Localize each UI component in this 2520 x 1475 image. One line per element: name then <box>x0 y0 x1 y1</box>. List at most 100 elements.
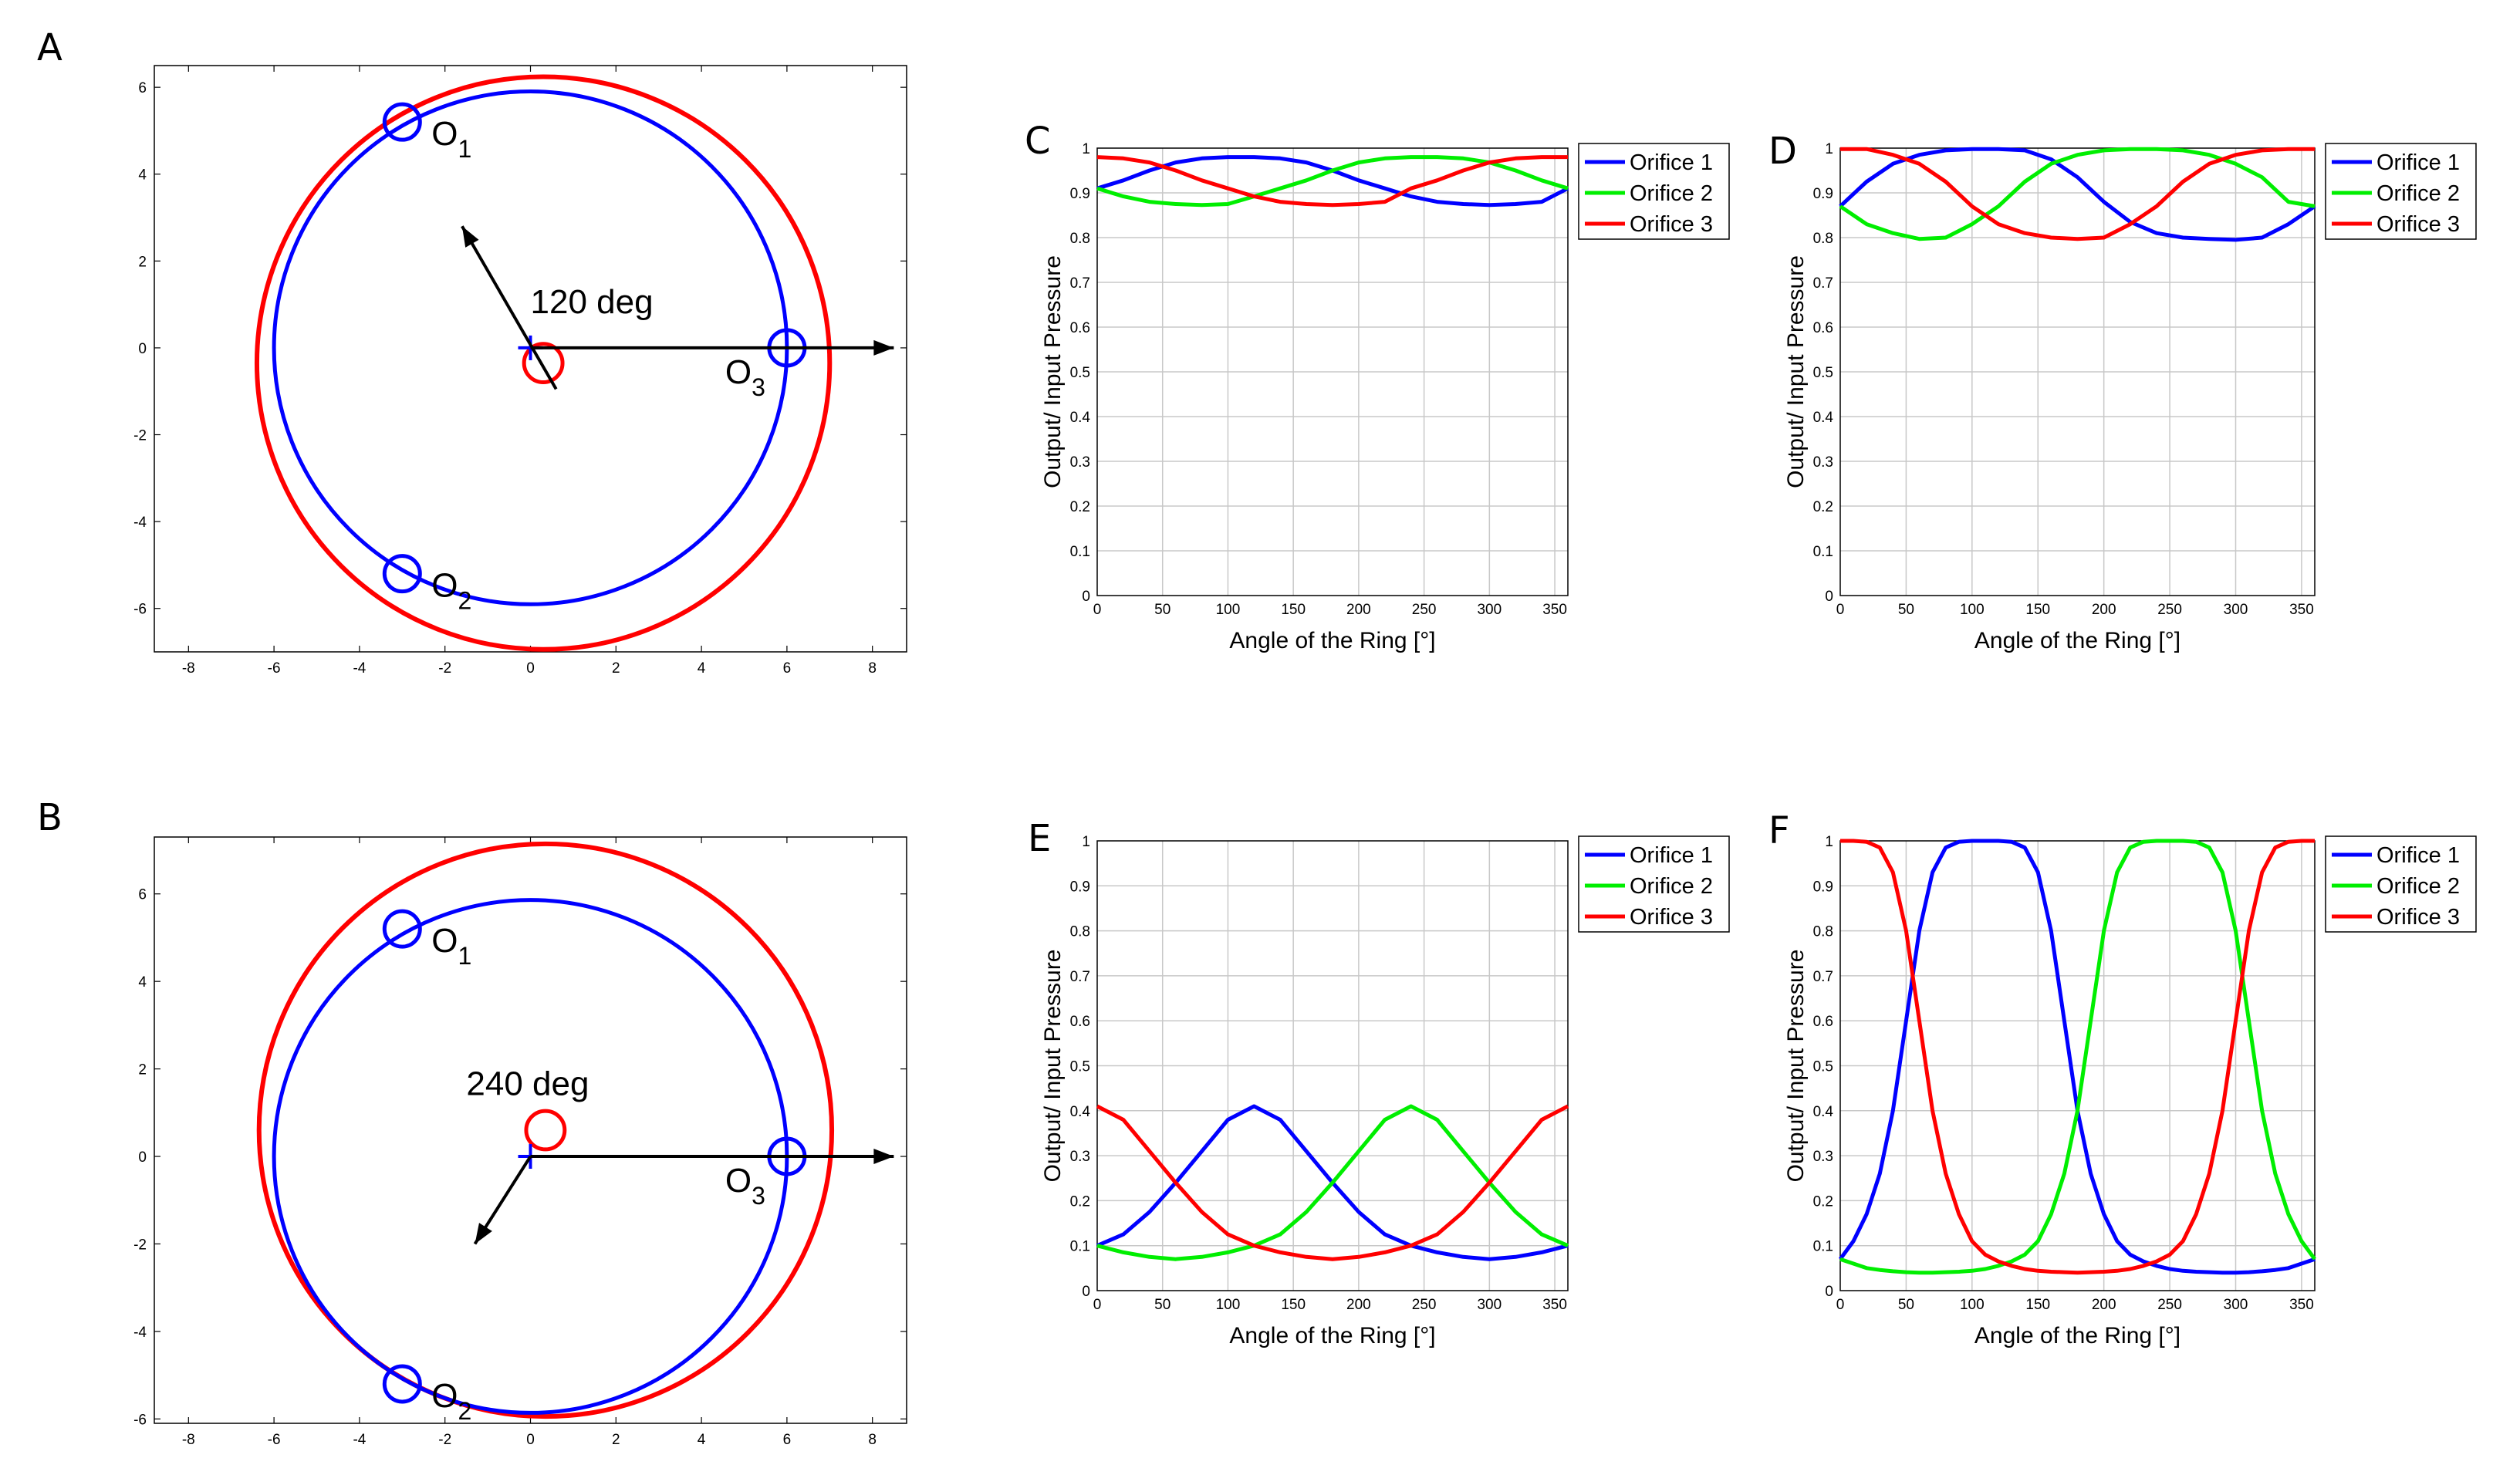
x-tick-label: 300 <box>2224 1297 2248 1313</box>
x-tick-label: 50 <box>1898 1297 1914 1313</box>
orifice-label-subscript: 1 <box>458 135 472 163</box>
orifice-marker-2 <box>382 1364 422 1404</box>
y-tick-label: 0.8 <box>1070 924 1090 940</box>
orifice-marker-1 <box>382 909 422 949</box>
plot-frame <box>154 836 907 1424</box>
x-tick-label: 300 <box>1477 602 1502 618</box>
y-tick-label: 0 <box>138 1149 147 1166</box>
y-tick-label: 0.7 <box>1070 275 1090 292</box>
legend-label-orifice-2: Orifice 2 <box>2376 181 2460 206</box>
y-tick-label: 0.4 <box>1070 410 1091 426</box>
x-tick-label: -4 <box>353 660 366 677</box>
x-tick-label: -8 <box>182 660 195 677</box>
x-tick-label: 300 <box>1477 1297 1502 1313</box>
y-tick-label: 0.1 <box>1070 1239 1090 1255</box>
x-tick-label: 0 <box>1093 602 1102 618</box>
y-tick-label: 0.3 <box>1070 454 1090 471</box>
y-tick-label: 0 <box>1082 589 1090 605</box>
rotation-angle-label: 120 deg <box>531 283 654 321</box>
x-tick-label: -4 <box>353 1432 366 1448</box>
x-tick-label: 250 <box>2157 602 2182 618</box>
y-tick-label: 0.3 <box>1813 454 1833 471</box>
arrowhead-1 <box>873 1149 894 1165</box>
x-tick-label: -6 <box>268 660 281 677</box>
direction-arrow-2 <box>461 225 558 390</box>
x-tick-label: 4 <box>698 1432 706 1448</box>
panel-letter-f: F <box>1768 809 1790 852</box>
orifice-label-letter: O <box>725 1162 752 1200</box>
orifice-label-subscript: 3 <box>752 373 765 401</box>
y-tick-label: -6 <box>133 1412 147 1428</box>
series-line-orifice-2 <box>1839 839 2317 1275</box>
panel-letter-e: E <box>1028 817 1051 860</box>
x-tick-label: 200 <box>2092 1297 2116 1313</box>
y-tick-label: 0.2 <box>1813 499 1833 515</box>
plot-frame <box>1096 147 1569 596</box>
y-tick-label: 4 <box>138 974 147 991</box>
x-tick-label: 250 <box>1412 1297 1437 1313</box>
x-tick-label: 50 <box>1154 1297 1170 1313</box>
y-tick-label: 2 <box>138 254 147 270</box>
x-axis-label: Angle of the Ring [°] <box>1974 1323 2181 1348</box>
arrowhead-1 <box>873 339 894 356</box>
legend-label-orifice-3: Orifice 3 <box>2376 905 2460 930</box>
y-axis-label: Output/ Input Pressure <box>1783 255 1809 488</box>
orifice-label-subscript: 2 <box>458 587 472 615</box>
y-tick-label: 0.3 <box>1813 1149 1833 1165</box>
orifice-label-2: O2 <box>431 1377 471 1425</box>
x-tick-label: 350 <box>2289 1297 2314 1313</box>
y-axis-label: Output/ Input Pressure <box>1040 255 1066 488</box>
panel-f: 0 50 100 150 200 250 300 350 0 0.1 0.2 0.3 0.4 0.5 0.6… <box>1783 834 2477 1348</box>
y-tick-label: 0.9 <box>1070 186 1090 202</box>
orifice-label-1: O1 <box>431 922 471 970</box>
y-tick-label: 0.8 <box>1813 924 1833 940</box>
x-tick-label: 0 <box>1836 602 1845 618</box>
x-tick-label: 100 <box>1216 602 1241 618</box>
y-tick-label: 0.2 <box>1070 1193 1090 1210</box>
x-tick-label: 4 <box>698 660 706 677</box>
orifice-label-letter: O <box>431 1377 458 1415</box>
x-axis-label: Angle of the Ring [°] <box>1974 628 2181 653</box>
x-tick-label: 0 <box>526 660 535 677</box>
x-tick-label: 150 <box>2025 1297 2050 1313</box>
y-tick-label: 0.8 <box>1070 231 1090 247</box>
x-tick-label: 350 <box>1542 1297 1567 1313</box>
y-tick-label: 2 <box>138 1062 147 1078</box>
x-tick-label: 350 <box>2289 602 2314 618</box>
orifice-label-letter: O <box>431 922 458 960</box>
x-tick-label: 100 <box>1960 602 1985 618</box>
x-tick-label: -2 <box>438 660 451 677</box>
x-tick-label: 100 <box>1960 1297 1985 1313</box>
orifice-label-2: O2 <box>431 567 471 615</box>
y-tick-label: -6 <box>133 602 147 618</box>
legend-label-orifice-1: Orifice 1 <box>1630 843 1713 868</box>
orifice-marker-2 <box>382 554 422 594</box>
y-tick-label: 4 <box>138 167 147 184</box>
x-tick-label: 100 <box>1216 1297 1241 1313</box>
legend-label-orifice-1: Orifice 1 <box>1630 150 1713 175</box>
y-tick-label: 0 <box>1825 1284 1833 1300</box>
y-tick-label: 0.9 <box>1813 186 1833 202</box>
x-tick-label: 150 <box>1281 1297 1306 1313</box>
orifice-label-letter: O <box>725 353 752 391</box>
panel-d: 0 50 100 150 200 250 300 350 0 0.1 0.2 0.3 0.4 0.5 0.6… <box>1783 141 2477 653</box>
legend-label-orifice-2: Orifice 2 <box>2376 874 2460 899</box>
series-line-orifice-3 <box>1840 839 2315 1275</box>
y-tick-label: 0.6 <box>1813 320 1833 336</box>
x-tick-label: 2 <box>612 660 620 677</box>
y-tick-label: 0.5 <box>1070 1059 1090 1075</box>
x-tick-label: 50 <box>1154 602 1170 618</box>
y-axis-label: Output/ Input Pressure <box>1040 950 1066 1183</box>
legend-label-orifice-1: Orifice 1 <box>2376 843 2460 868</box>
y-tick-label: 0.5 <box>1070 365 1090 381</box>
x-tick-label: 200 <box>2092 602 2116 618</box>
y-tick-label: -4 <box>133 515 147 531</box>
rotating-ring-circle <box>254 74 833 652</box>
orifice-label-letter: O <box>431 567 458 605</box>
legend-label-orifice-2: Orifice 2 <box>1630 181 1713 206</box>
x-tick-label: 150 <box>2025 602 2050 618</box>
